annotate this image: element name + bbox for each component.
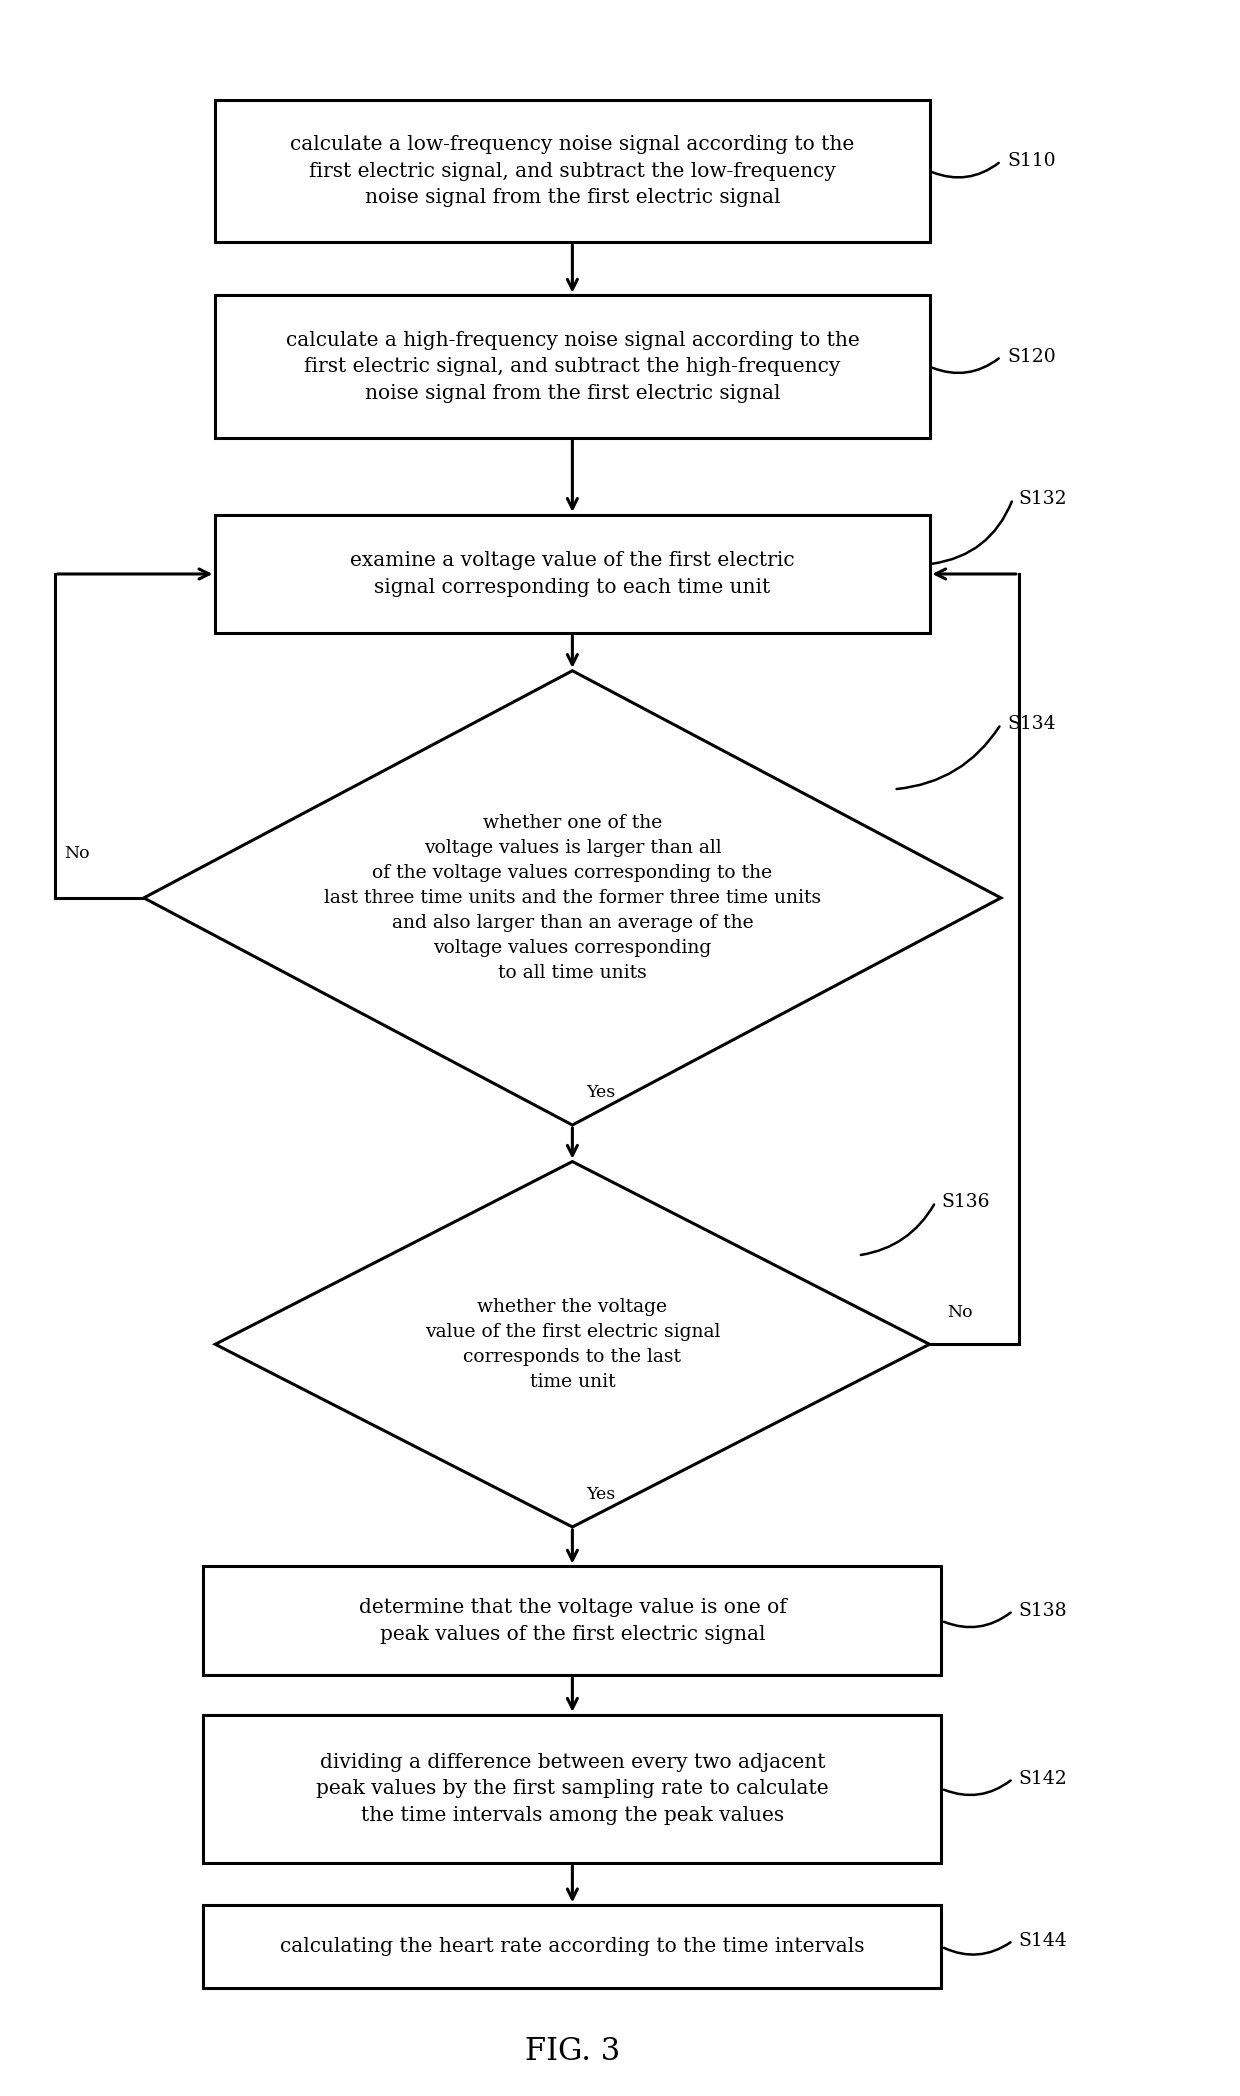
Text: S136: S136 bbox=[941, 1193, 990, 1211]
Text: Yes: Yes bbox=[587, 1084, 616, 1100]
Text: S142: S142 bbox=[1019, 1769, 1068, 1788]
Text: S132: S132 bbox=[1019, 490, 1068, 507]
Text: whether the voltage
value of the first electric signal
corresponds to the last
t: whether the voltage value of the first e… bbox=[424, 1297, 720, 1392]
Bar bbox=[203, 1905, 941, 1989]
Text: No: No bbox=[64, 845, 89, 861]
Bar bbox=[203, 1715, 941, 1863]
Text: determine that the voltage value is one of
peak values of the first electric sig: determine that the voltage value is one … bbox=[358, 1597, 786, 1643]
Text: S144: S144 bbox=[1019, 1933, 1068, 1949]
Text: calculate a low-frequency noise signal according to the
first electric signal, a: calculate a low-frequency noise signal a… bbox=[290, 134, 854, 208]
Text: dividing a difference between every two adjacent
peak values by the first sampli: dividing a difference between every two … bbox=[316, 1752, 828, 1826]
Bar bbox=[203, 1566, 941, 1675]
Text: S138: S138 bbox=[1019, 1601, 1068, 1620]
Text: examine a voltage value of the first electric
signal corresponding to each time : examine a voltage value of the first ele… bbox=[350, 551, 795, 597]
Text: FIG. 3: FIG. 3 bbox=[525, 2035, 620, 2067]
Text: S110: S110 bbox=[1007, 153, 1055, 170]
Text: Yes: Yes bbox=[587, 1486, 616, 1503]
Bar bbox=[216, 296, 930, 438]
Text: calculate a high-frequency noise signal according to the
first electric signal, : calculate a high-frequency noise signal … bbox=[285, 331, 859, 402]
Bar bbox=[216, 101, 930, 243]
Polygon shape bbox=[144, 671, 1001, 1126]
Polygon shape bbox=[216, 1161, 930, 1528]
Text: S120: S120 bbox=[1007, 348, 1055, 365]
Text: S134: S134 bbox=[1007, 715, 1055, 734]
Text: whether one of the
voltage values is larger than all
of the voltage values corre: whether one of the voltage values is lar… bbox=[324, 813, 821, 981]
Text: No: No bbox=[947, 1304, 973, 1320]
Text: calculating the heart rate according to the time intervals: calculating the heart rate according to … bbox=[280, 1937, 864, 1956]
Bar bbox=[216, 516, 930, 633]
